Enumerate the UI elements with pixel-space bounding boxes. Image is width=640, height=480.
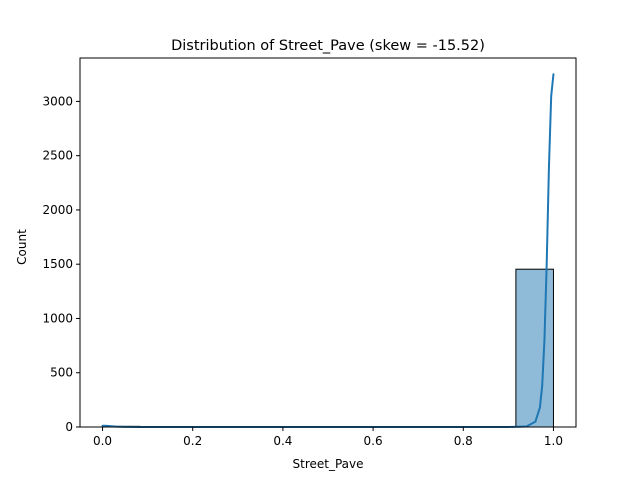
x-tick-label: 0.6 <box>364 434 383 448</box>
y-tick-label: 1000 <box>42 311 73 325</box>
chart-title: Distribution of Street_Pave (skew = -15.… <box>171 38 485 54</box>
y-tick-label: 500 <box>50 366 73 380</box>
y-tick-label: 1500 <box>42 257 73 271</box>
histogram-bar-1 <box>515 268 554 428</box>
y-tick-label: 2000 <box>42 203 73 217</box>
plot-area: 0.0 0.2 0.4 0.6 0.8 1.0 0 500 1000 1500 2000 2500 30… <box>42 57 577 448</box>
x-tick-label: 0.4 <box>273 434 292 448</box>
y-axis-label: Count <box>15 229 29 265</box>
x-tick-label: 0.2 <box>183 434 202 448</box>
x-axis-label: Street_Pave <box>293 457 364 471</box>
y-tick-label: 3000 <box>42 94 73 108</box>
y-tick-label: 2500 <box>42 149 73 163</box>
x-tick-label: 0.0 <box>93 434 112 448</box>
x-tick-label: 0.8 <box>454 434 473 448</box>
y-tick-label: 0 <box>65 420 73 434</box>
x-tick-label: 1.0 <box>544 434 563 448</box>
plot-frame <box>79 57 577 428</box>
